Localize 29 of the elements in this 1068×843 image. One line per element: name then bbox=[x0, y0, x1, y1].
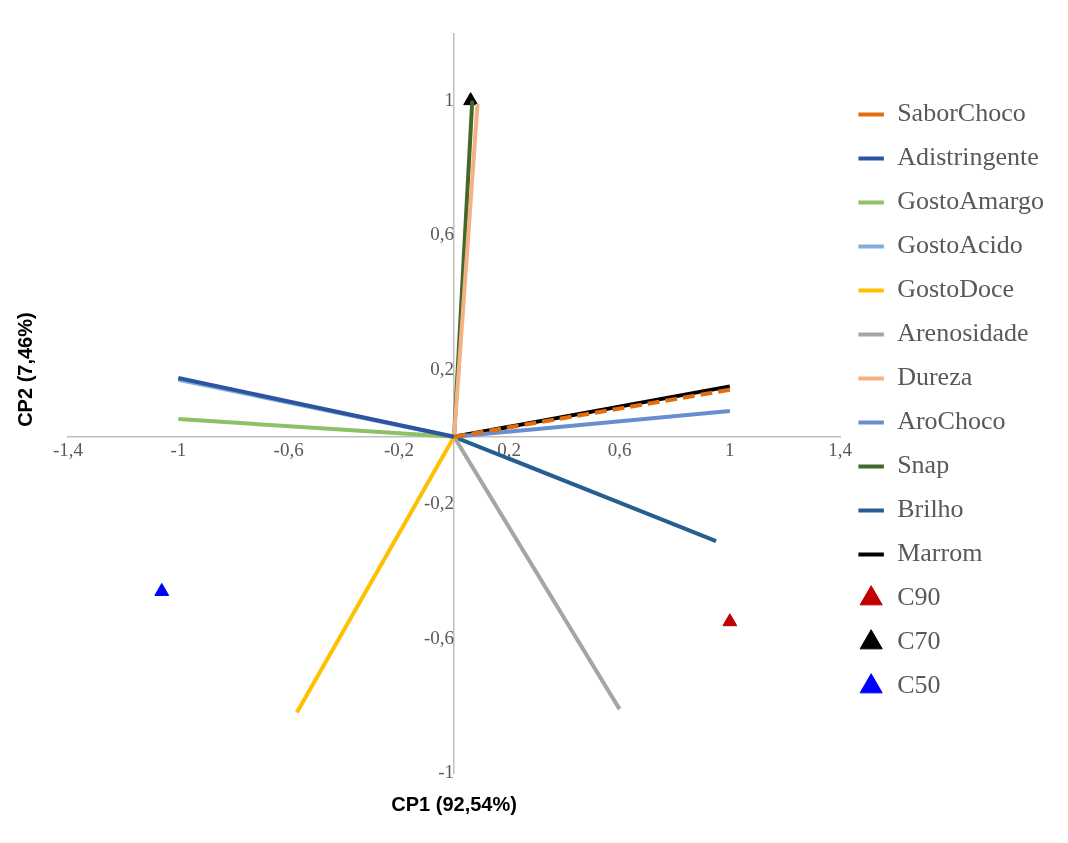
legend-label: GostoAcido bbox=[897, 230, 1023, 260]
legend-label: Adistringente bbox=[897, 142, 1039, 172]
legend-label: GostoDoce bbox=[897, 274, 1015, 304]
legend-label: GostoAmargo bbox=[897, 186, 1045, 216]
legend-label: Dureza bbox=[897, 362, 973, 392]
y-tick-label: -0,2 bbox=[424, 492, 455, 514]
legend-label: Brilho bbox=[897, 494, 964, 524]
y-tick-label: 1 bbox=[444, 88, 455, 110]
legend-label: AroChoco bbox=[897, 406, 1006, 436]
legend-label: C70 bbox=[897, 626, 941, 656]
x-axis-title: CP1 (92,54%) bbox=[391, 792, 517, 815]
x-tick-label: 0,6 bbox=[607, 439, 632, 461]
legend-label: C50 bbox=[897, 670, 941, 700]
legend-label: Snap bbox=[897, 450, 950, 480]
x-tick-label: -0,2 bbox=[383, 439, 414, 461]
x-tick-label: -1,4 bbox=[52, 439, 84, 461]
x-tick-label: 1,4 bbox=[828, 439, 853, 461]
x-tick-label: -1 bbox=[170, 439, 187, 461]
y-tick-label: -0,6 bbox=[424, 626, 455, 648]
x-tick-label: 1 bbox=[725, 439, 735, 461]
legend-label: Marrom bbox=[897, 538, 983, 568]
y-axis-title: CP2 (7,46%) bbox=[13, 312, 36, 427]
legend-label: Arenosidade bbox=[897, 318, 1029, 348]
y-tick-label: 0,2 bbox=[430, 357, 455, 379]
y-tick-label: -1 bbox=[438, 760, 455, 782]
legend-label: SaborChoco bbox=[897, 98, 1026, 128]
x-tick-label: -0,6 bbox=[273, 439, 304, 461]
legend-label: C90 bbox=[897, 582, 941, 612]
y-tick-label: 0,6 bbox=[430, 223, 455, 245]
